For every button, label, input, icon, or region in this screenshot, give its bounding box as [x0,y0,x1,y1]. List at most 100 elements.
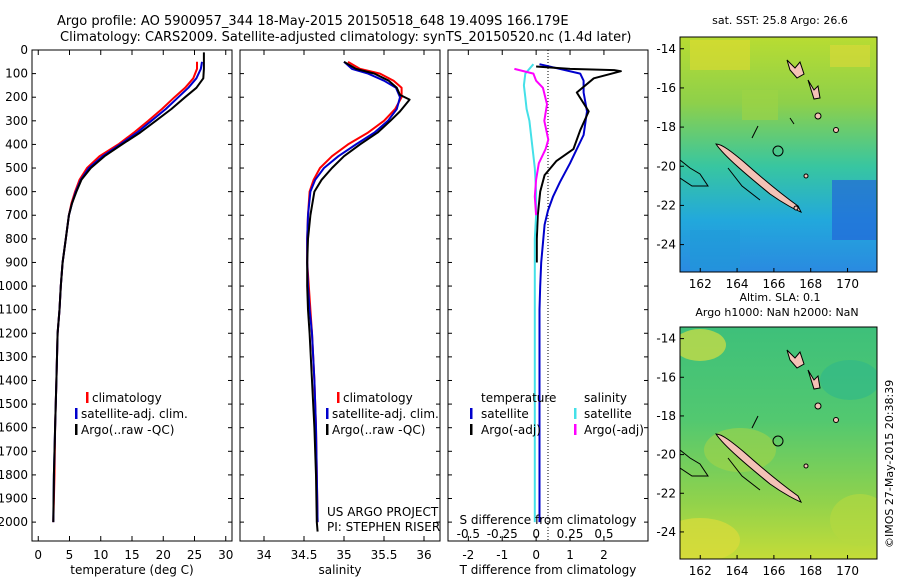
legend-label-argo: Argo(..raw -QC) [332,423,425,437]
header-subtitle: Climatology: CARS2009. Satellite-adjuste… [60,30,632,45]
x-tick-label: 0 [34,548,42,562]
sla-map-subtitle: Argo h1000: NaN h2000: NaN [695,306,858,319]
map-y-tick-label: -22 [656,486,676,500]
depth-tick-label: 400 [5,137,28,151]
depth-tick-labels: 0 100 200 300 400 500 600 700 800 900 1000 1100 1200… [0,43,28,529]
legend-header-temperature: temperature [481,391,556,405]
sla-patch [830,494,877,546]
project-label: US ARGO PROJECT [327,505,439,519]
x-tick-label: 35 [336,548,351,562]
legend-swatch-argo [75,424,78,435]
s-difference-tick-label: 0.5 [594,527,613,541]
x-tick-label: 0 [532,548,540,562]
vanuatu-islands [786,59,805,79]
sst-map-ticks: 162 164 166 168 170 -14 -16 -18 -20 -22 -24 [656,42,859,291]
temperature-lines [52,52,205,523]
temperature-ticks: 0 5 10 15 20 25 30 [32,49,233,562]
legend-swatch-climatology [337,392,340,403]
sla-map-title: Altim. SLA: 0.1 [739,291,820,304]
temperature-axes-frame [31,49,233,542]
coastline-outline [680,449,709,477]
x-tick-label: 5 [66,548,74,562]
legend-header-salinity: salinity [584,391,627,405]
island [803,463,809,469]
x-tick-label: 34 [256,548,271,562]
island [793,205,799,211]
map-y-tick-label: -14 [656,42,676,56]
s-difference-tick-labels: -0.5 -0.25 0 0.25 0.5 [457,527,614,541]
x-tick-label: 1 [566,548,574,562]
temperature-x-label: temperature (deg C) [70,563,193,577]
salinity-lines [306,60,411,532]
map-y-tick-label: -16 [656,370,676,384]
depth-tick-label: 1800 [0,468,28,482]
legend-swatch-argo [326,424,329,435]
sst-patch [690,230,740,270]
depth-tick-label: 700 [5,208,28,222]
depth-tick-label: 1900 [0,492,28,506]
x-tick-label: 35.5 [371,548,398,562]
legend-swatch-t-argo [470,424,473,435]
header-title: Argo profile: AO 5900957_344 18-May-2015… [57,14,569,29]
sst-patch [690,40,750,70]
legend-label-s-satellite: satellite [584,407,632,421]
sst-patch [830,45,870,67]
temperature-panel: 0100200300400500600700800900100011001200… [0,43,233,577]
x-tick-label: 34.5 [291,548,318,562]
temperature-legend: climatology satellite-adj. clim. Argo(..… [75,391,188,437]
legend-swatch-satellite [326,408,329,419]
difference-legend: temperature salinity satellite Argo(-adj… [470,391,644,437]
t-difference-label: T difference from climatology [459,563,637,577]
salinity-ticks: 34 34.5 35 35.5 36 [240,49,440,562]
map-x-tick-label: 162 [689,564,712,578]
legend-label-argo: Argo(..raw -QC) [81,423,174,437]
x-tick-label: 10 [93,548,108,562]
depth-tick-label: 600 [5,185,28,199]
sst-patch [832,180,876,240]
sla-patch [820,360,877,400]
legend-swatch-climatology [86,392,89,403]
sla-map-frame [679,326,878,560]
island [803,173,809,179]
sla-map-ticks: 162 164 166 168 170 -14 -16 -18 -20 -22 -24 [656,332,859,578]
legend-swatch-satellite [75,408,78,419]
depth-tick-label: 100 [5,67,28,81]
x-tick-label: 25 [187,548,202,562]
x-tick-label: 20 [156,548,171,562]
depth-tick-label: 800 [5,232,28,246]
sst-field [680,37,877,272]
salinity-axes-frame [239,49,441,542]
sst-patch [742,90,778,120]
map-x-tick-label: 170 [836,564,859,578]
map-y-tick-label: -22 [656,198,676,212]
sla-field [680,327,877,559]
argo-position-marker [772,145,784,157]
coastline-outline [680,159,709,187]
sla-patch [680,329,726,361]
island [833,417,839,423]
salinity-panel: 34 34.5 35 35.5 36 salinity climatology sate… [239,49,441,577]
reef-outline [727,415,761,491]
s-difference-tick-label: 0 [532,527,540,541]
series-line-satellite-adj-clim- [306,61,401,523]
s-difference-tick-label: -0.25 [487,527,518,541]
sla-map-panel: Altim. SLA: 0.1 Argo h1000: NaN h2000: N… [656,291,878,578]
depth-tick-label: 900 [5,255,28,269]
x-tick-label: 2 [600,548,608,562]
sst-map-frame [679,36,878,273]
depth-tick-label: 1400 [0,373,28,387]
map-y-tick-label: -18 [656,409,676,423]
salinity-series-line-argo-adj- [514,67,550,216]
temperature-series-line-argo-adj- [535,65,622,263]
salinity-series-line-satellite [522,63,538,523]
series-line-climatology [52,61,198,523]
map-y-tick-label: -24 [656,238,676,252]
map-x-tick-label: 164 [726,277,749,291]
map-x-tick-label: 168 [799,277,822,291]
map-y-tick-label: -20 [656,159,676,173]
depth-tick-label: 300 [5,114,28,128]
map-x-tick-label: 166 [762,564,785,578]
legend-swatch-s-argo [574,424,577,435]
vanuatu-islands [807,79,821,100]
